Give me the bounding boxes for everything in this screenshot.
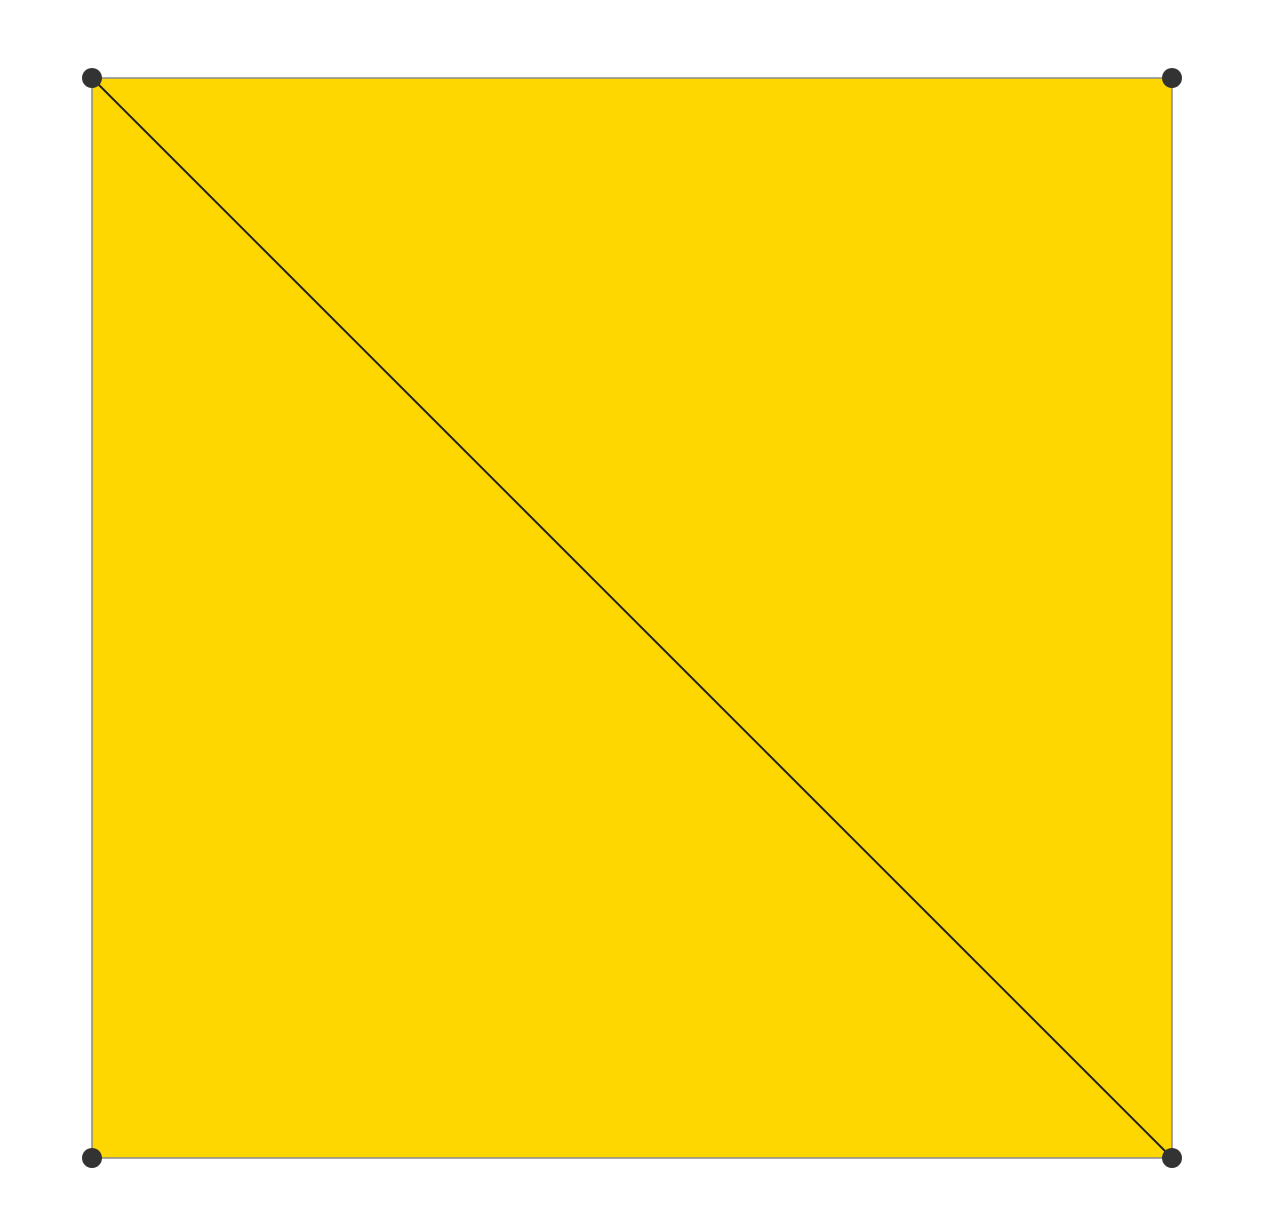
vertex-top-left (82, 68, 102, 88)
vertex-bottom-right (1162, 1148, 1182, 1168)
vertex-bottom-left (82, 1148, 102, 1168)
diagonal-edge (91, 77, 1173, 1159)
vertex-top-right (1162, 68, 1182, 88)
